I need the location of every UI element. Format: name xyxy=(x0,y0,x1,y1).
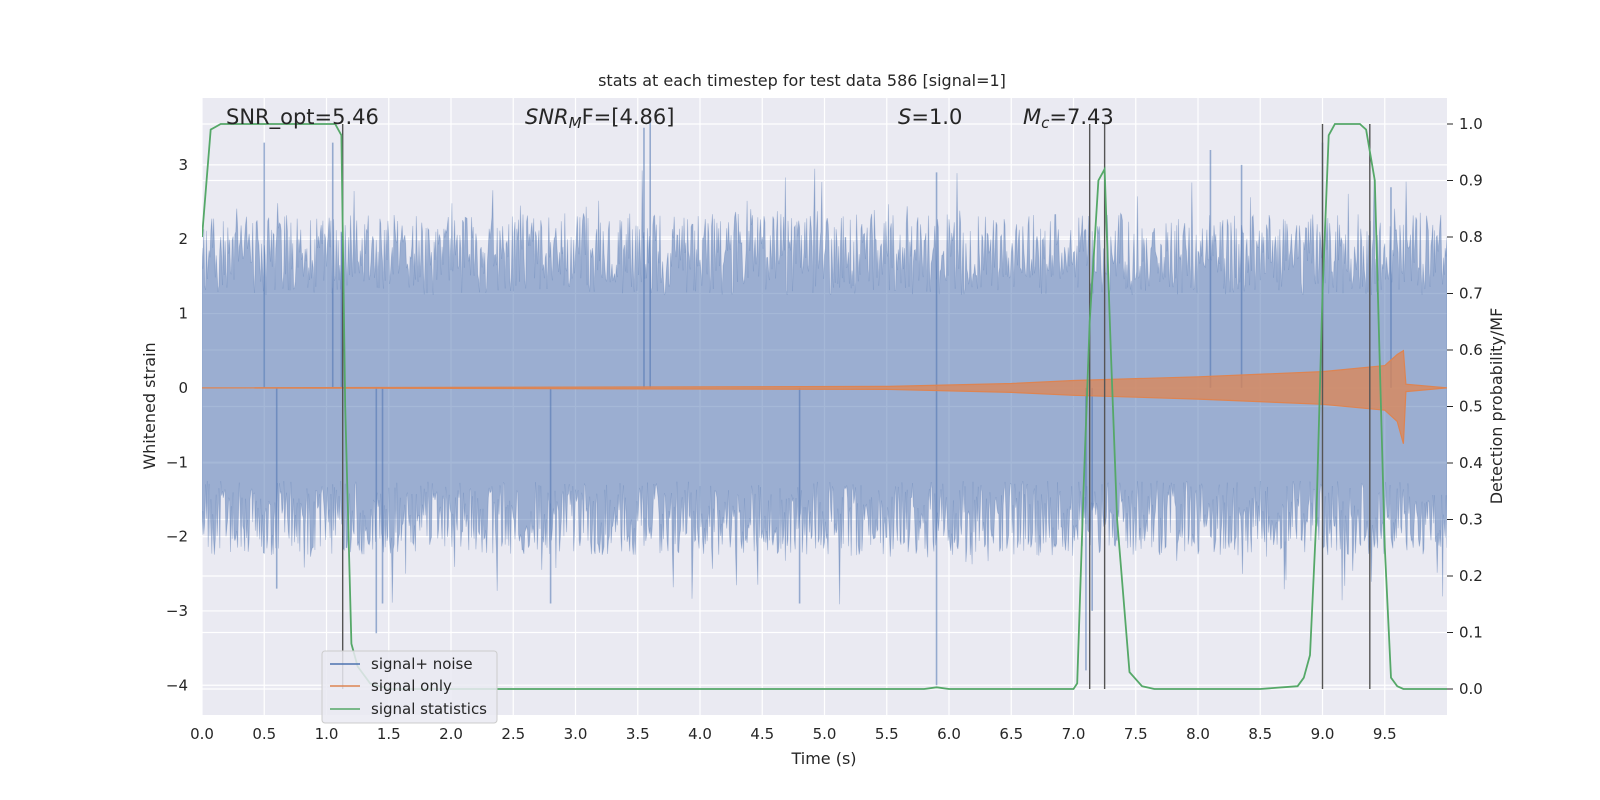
y2-tick-label: 0.4 xyxy=(1459,454,1483,472)
y-tick-label: 1 xyxy=(178,305,188,323)
y2-tick-label: 0.5 xyxy=(1459,398,1483,416)
chart-title: stats at each timestep for test data 586… xyxy=(598,71,1006,90)
y-tick-label: −2 xyxy=(166,528,188,546)
series-signal-statistics xyxy=(202,123,1447,690)
y-tick-label: 3 xyxy=(178,156,188,174)
annotation-snr-opt: SNR_opt=5.46 xyxy=(226,105,379,130)
x-tick-label: 1.5 xyxy=(377,725,401,743)
detection-vertical-lines xyxy=(341,123,1371,690)
x-tick-label: 4.5 xyxy=(750,725,774,743)
y2-axis-label: Detection probability/MF xyxy=(1487,308,1506,505)
x-tick-label: 1.0 xyxy=(315,725,339,743)
x-tick-label: 7.0 xyxy=(1062,725,1086,743)
x-tick-label: 6.0 xyxy=(937,725,961,743)
x-tick-label: 4.0 xyxy=(688,725,712,743)
x-tick-label: 3.5 xyxy=(626,725,650,743)
y-tick-label: 0 xyxy=(178,379,188,397)
legend-label-signal-noise: signal+ noise xyxy=(371,655,473,673)
y2-tick-label: 0.6 xyxy=(1459,341,1483,359)
y2-tick-label: 0.7 xyxy=(1459,284,1483,302)
legend-label-signal-only: signal only xyxy=(371,677,452,695)
x-tick-label: 2.5 xyxy=(501,725,525,743)
y-tick-label: 2 xyxy=(178,230,188,248)
x-tick-label: 0.5 xyxy=(252,725,276,743)
y-axis-ticks: 3 2 1 0 −1 −2 −3 −4 xyxy=(166,156,188,694)
x-tick-label: 5.5 xyxy=(875,725,899,743)
y2-tick-label: 0.3 xyxy=(1459,511,1483,529)
y2-tick-label: 0.2 xyxy=(1459,567,1483,585)
x-tick-label: 9.5 xyxy=(1373,725,1397,743)
y-axis-label: Whitened strain xyxy=(140,342,159,469)
y2-tick-label: 0.8 xyxy=(1459,228,1483,246)
y2-tick-label: 0.9 xyxy=(1459,171,1483,189)
x-tick-label: 7.5 xyxy=(1124,725,1148,743)
series-signal-only xyxy=(202,349,1447,444)
x-tick-label: 0.0 xyxy=(190,725,214,743)
y2-axis-ticks: 1.0 0.9 0.8 0.7 0.6 0.5 0.4 0.3 0.2 0.1 0.0 xyxy=(1447,115,1483,698)
y2-tick-label: 1.0 xyxy=(1459,115,1483,133)
x-tick-label: 5.0 xyxy=(813,725,837,743)
x-tick-label: 8.0 xyxy=(1186,725,1210,743)
legend: signal+ noise signal only signal statist… xyxy=(321,650,498,724)
x-tick-label: 3.0 xyxy=(564,725,588,743)
y-tick-label: −4 xyxy=(166,676,188,694)
x-tick-label: 9.0 xyxy=(1311,725,1335,743)
x-tick-label: 6.5 xyxy=(999,725,1023,743)
legend-label-signal-statistics: signal statistics xyxy=(371,700,487,718)
y2-tick-label: 0.0 xyxy=(1459,680,1483,698)
annotation-s: S=1.0 xyxy=(898,105,962,129)
x-tick-label: 8.5 xyxy=(1248,725,1272,743)
x-axis-ticks: 0.0 0.5 1.0 1.5 2.0 2.5 3.0 3.5 4.0 4.5 5.0 5.5 6.0 6… xyxy=(190,725,1397,743)
annotation-snr-mf: SNRMF=[4.86] xyxy=(525,105,674,132)
x-tick-label: 2.0 xyxy=(439,725,463,743)
annotation-mc: Mc=7.43 xyxy=(1023,105,1114,132)
y2-tick-label: 0.1 xyxy=(1459,624,1483,642)
y-tick-label: −1 xyxy=(166,453,188,471)
y-tick-label: −3 xyxy=(166,602,188,620)
x-axis-label: Time (s) xyxy=(790,749,856,768)
